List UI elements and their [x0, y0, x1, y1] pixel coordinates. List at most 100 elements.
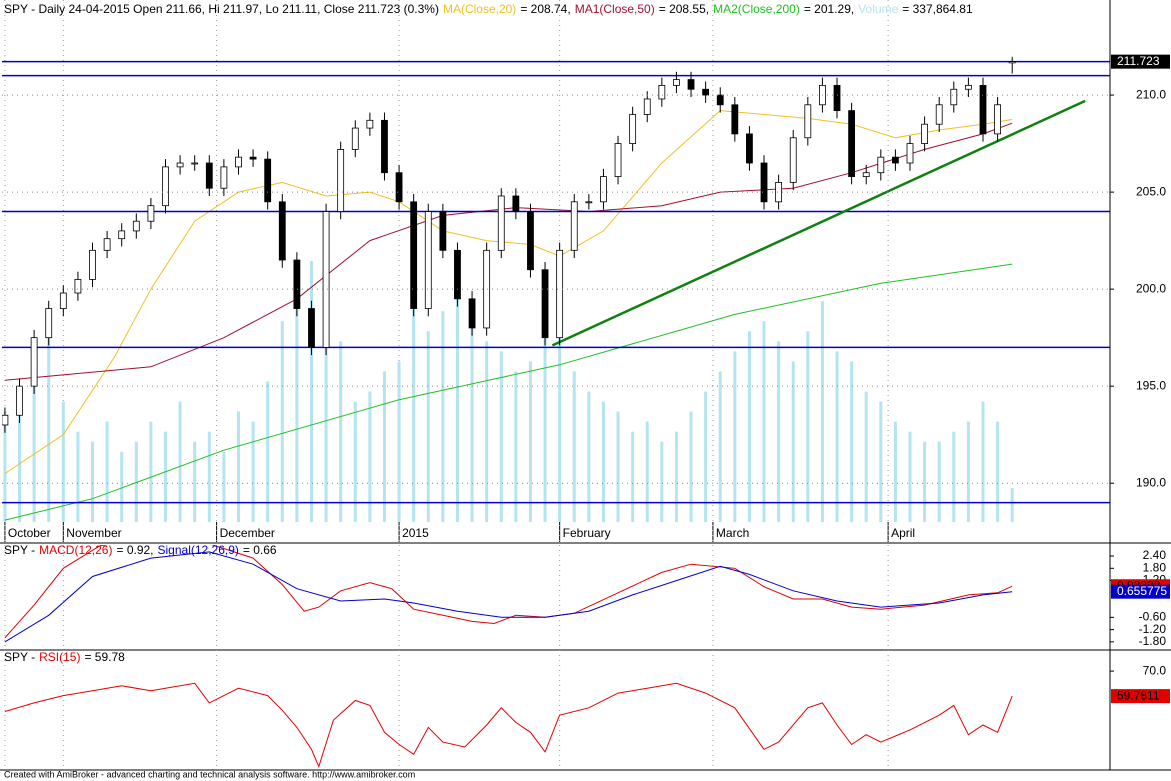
last-value: 0.655775: [1111, 584, 1170, 599]
volume-bar: [689, 411, 693, 522]
line: [4, 551, 1013, 643]
candle-body: [527, 211, 534, 271]
legend: SPY - Daily 24-04-2015 Open 211.66, Hi 2…: [4, 2, 973, 16]
candle-body: [614, 143, 622, 177]
candle-body: [264, 158, 272, 203]
volume-bar: [236, 411, 240, 522]
candle-body: [877, 156, 885, 174]
legend-prefix: SPY -: [4, 543, 35, 557]
footer: Created with AmiBroker - advanced charti…: [4, 769, 415, 779]
last-value-label: 59.7811: [1117, 688, 1160, 702]
volume-bar: [382, 371, 386, 522]
candle-body: [2, 414, 9, 426]
volume-bar: [908, 431, 912, 522]
volume-bar: [850, 361, 854, 522]
price-pane: [2, 56, 1110, 522]
volume-bar: [981, 401, 985, 522]
volume-bar: [747, 331, 751, 522]
volume-bar: [47, 331, 51, 522]
x-tick-label: November: [66, 526, 121, 540]
candle-body: [366, 119, 374, 129]
candle-body: [950, 88, 958, 106]
legend-name: MACD(12,26): [39, 543, 112, 557]
volume-bar: [280, 321, 284, 522]
volume-bar: [3, 411, 7, 522]
volume-bar: [105, 421, 109, 522]
volume-bar: [631, 431, 635, 522]
candle-body: [351, 127, 359, 150]
volume-bar: [587, 391, 591, 522]
candle-body: [600, 176, 607, 203]
candle-body: [964, 84, 972, 90]
volume-bar: [18, 391, 22, 522]
x-tick-label: October: [8, 526, 51, 540]
y-tick-label: 1.80: [1143, 560, 1167, 574]
candle-body: [439, 211, 447, 251]
volume-bar: [923, 441, 927, 522]
candle-body: [687, 79, 695, 90]
candle-body: [381, 119, 388, 174]
volume-bar: [704, 391, 708, 522]
volume-bar: [558, 331, 562, 522]
candle-body: [746, 133, 753, 164]
volume-bar: [120, 451, 124, 522]
line: [4, 545, 1013, 639]
last-value-box: [1111, 689, 1170, 704]
candle-body: [848, 110, 856, 177]
volume-bar: [966, 421, 970, 522]
volume-bar: [32, 361, 36, 522]
candle-body: [760, 162, 768, 203]
legend-value: = 201.29,: [804, 2, 854, 16]
candle-body: [673, 79, 680, 86]
legend-name: RSI(15): [39, 650, 80, 664]
candle-body: [716, 94, 724, 106]
x-tick-label: December: [220, 526, 275, 540]
candle-body: [118, 230, 126, 240]
volume-bar: [61, 401, 65, 522]
volume-bar: [528, 361, 532, 522]
legend-name: MA2(Close,200): [713, 2, 800, 16]
candle-body: [103, 238, 111, 251]
line: [4, 682, 1013, 769]
candle-body: [249, 156, 257, 160]
legend-name: Signal(12,26,9): [158, 543, 239, 557]
volume-bar: [397, 361, 401, 522]
candle-body: [585, 201, 593, 204]
candle-body: [483, 249, 491, 329]
volume-bar: [163, 431, 167, 522]
candle-body: [512, 195, 520, 212]
candle-body: [132, 220, 140, 232]
volume-bar: [134, 441, 138, 522]
legend-value: = 0.66: [243, 543, 277, 557]
volume-bar: [91, 441, 95, 522]
trendline: [551, 99, 1086, 347]
volume-bar: [426, 331, 430, 522]
volume-bar: [251, 421, 255, 522]
candle-body: [191, 162, 199, 165]
volume-bar: [222, 451, 226, 522]
x-tick-label: April: [891, 526, 915, 540]
candle-body: [468, 298, 476, 329]
volume-bar: [514, 371, 518, 522]
candle-body: [570, 201, 578, 251]
candle-body: [935, 104, 943, 125]
volume-bar: [806, 331, 810, 522]
volume-bar: [674, 431, 678, 522]
candle-body: [322, 211, 330, 348]
last-value: 211.723: [1111, 54, 1170, 69]
legend-name: MA1(Close,50): [575, 2, 655, 16]
volume-bar: [499, 351, 503, 522]
candle-body: [979, 84, 987, 135]
volume-bar: [733, 351, 737, 522]
candle-body: [308, 308, 315, 348]
y-tick-label: 205.0: [1136, 184, 1166, 198]
candle-body: [862, 172, 870, 177]
line: [4, 110, 1013, 474]
candle-body: [731, 104, 739, 135]
legend: SPY - MACD(12,26) = 0.92, Signal(12,26,9) = …: [4, 543, 277, 557]
volume-bar: [207, 431, 211, 522]
volume-bar: [368, 391, 372, 522]
legend-name: MA(Close,20): [443, 2, 516, 16]
last-value: 59.7811: [1111, 688, 1170, 704]
